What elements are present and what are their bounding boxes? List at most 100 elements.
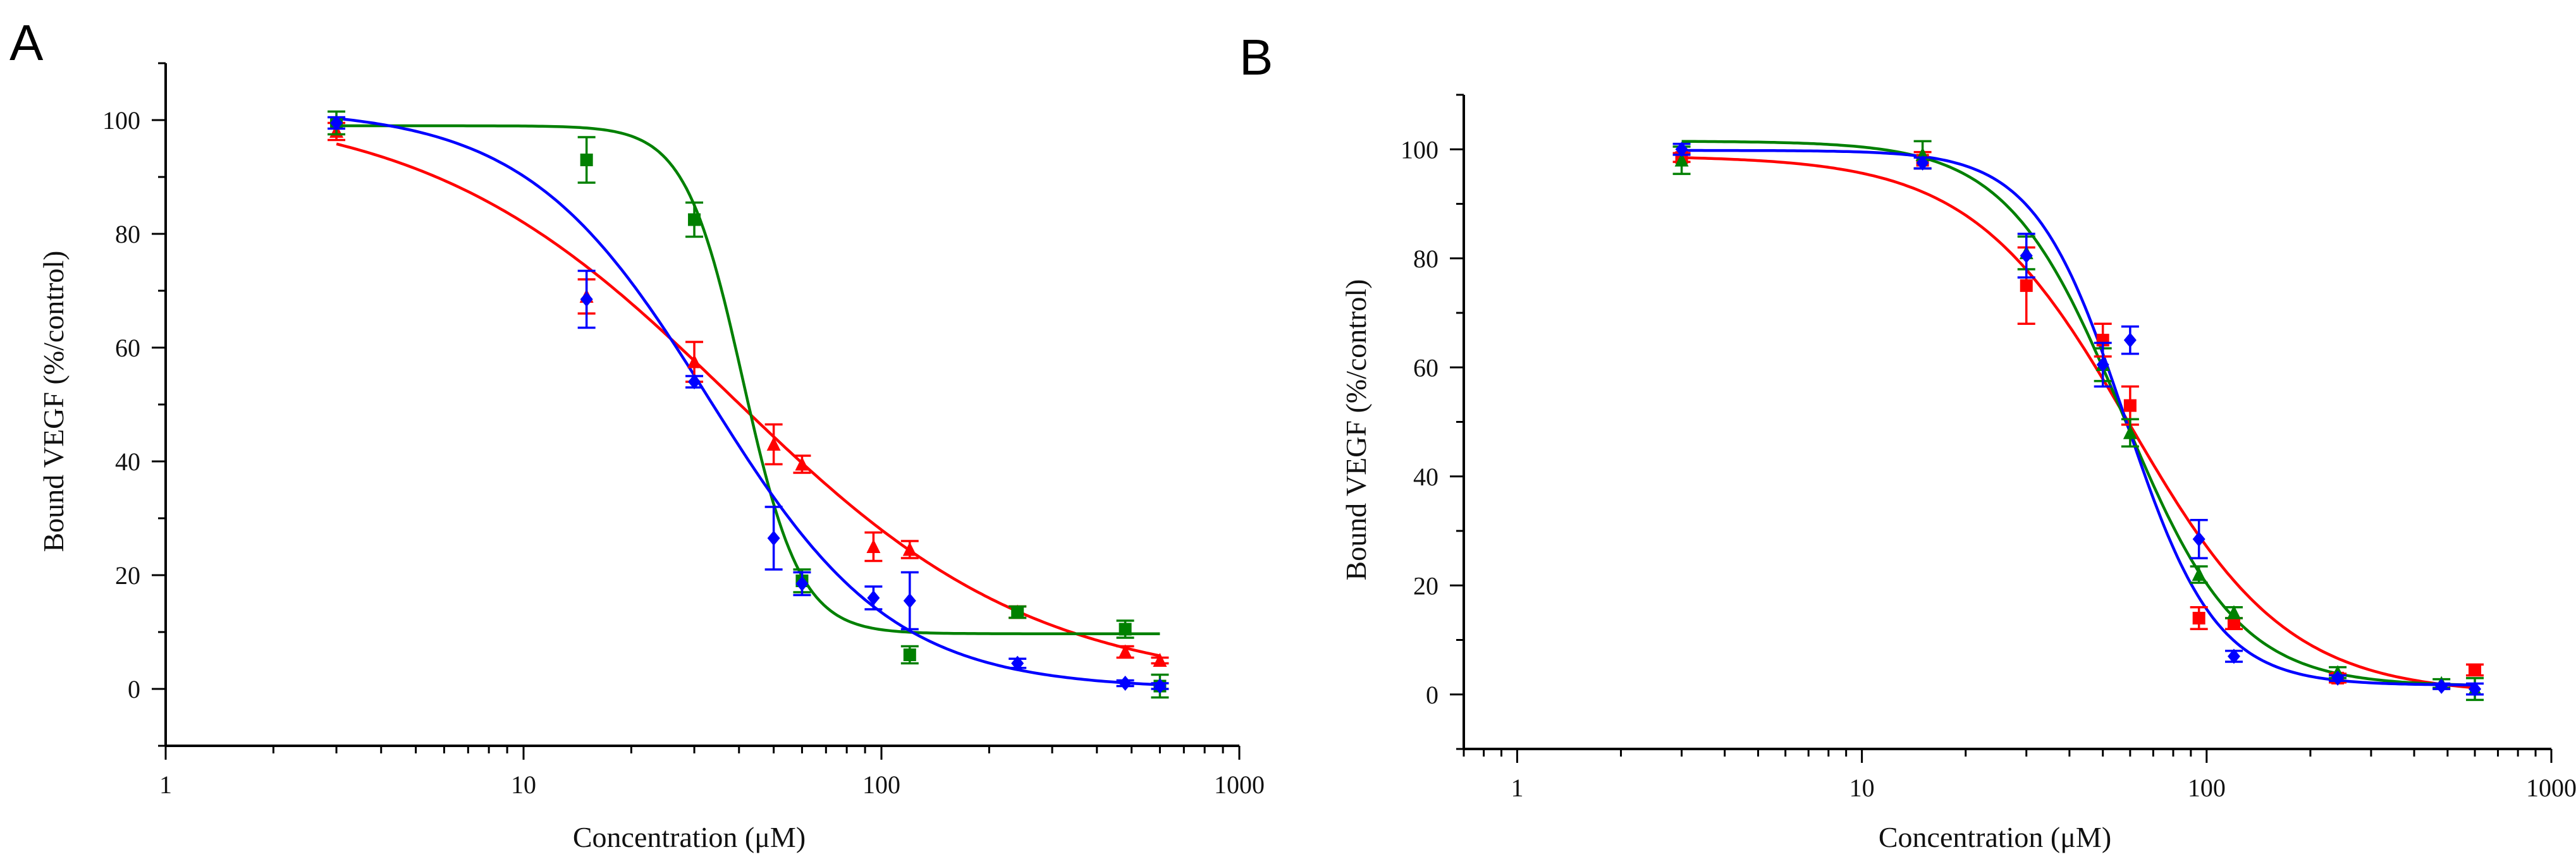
data-point-blue (864, 585, 883, 611)
data-point-blue (2017, 233, 2035, 279)
data-point-red (864, 531, 883, 563)
marker-diamond (767, 530, 780, 546)
marker-square (688, 213, 701, 226)
data-point-blue (2432, 678, 2451, 694)
data-point-green (1009, 605, 1027, 619)
y-tick-label: 80 (115, 220, 140, 248)
marker-diamond (580, 291, 593, 307)
marker-diamond (1011, 655, 1024, 671)
y-tick-label: 60 (115, 334, 140, 362)
marker-triangle (902, 542, 917, 556)
marker-diamond (2435, 678, 2448, 694)
data-point-blue (1116, 676, 1134, 691)
marker-triangle (2123, 425, 2137, 439)
data-point-red (793, 454, 811, 474)
panel-a-fit-curves (336, 117, 1160, 686)
fit-curve-green (1681, 140, 2475, 687)
marker-triangle (866, 539, 881, 553)
data-point-blue (577, 269, 596, 329)
fit-curve-red (1681, 156, 2475, 690)
panel-b-letter: B (1239, 29, 1273, 85)
data-point-blue (1009, 655, 1027, 671)
data-point-red (900, 540, 919, 559)
data-point-blue (2190, 519, 2208, 559)
marker-diamond (1916, 155, 1929, 171)
data-point-blue (2121, 325, 2139, 355)
y-tick-label: 20 (115, 561, 140, 590)
panel-a-axes: 0 20 40 60 80 100 1 10 100 1000 (102, 62, 1265, 799)
panel-b-axes: 0 20 40 60 80 100 1 10 100 1000 (1401, 94, 2576, 802)
y-tick-label: 40 (115, 447, 140, 476)
panel-b-x-axis-title: Concentration (μM) (1879, 821, 2111, 853)
marker-square (1011, 605, 1024, 619)
marker-diamond (2020, 248, 2033, 264)
y-tick-label: 60 (1413, 353, 1438, 382)
panel-a-x-axis-title: Concentration (μM) (573, 821, 806, 853)
panel-b-data-points (1672, 140, 2484, 702)
y-tick-label: 20 (1413, 571, 1438, 600)
data-point-blue (900, 571, 919, 631)
fit-curve-green (336, 124, 1160, 635)
x-tick-label: 100 (862, 770, 900, 799)
y-tick-label: 80 (1413, 245, 1438, 273)
x-tick-label: 1 (159, 770, 172, 799)
marker-triangle (687, 354, 702, 368)
x-tick-label: 1 (1511, 774, 1523, 802)
marker-square (903, 648, 916, 661)
x-tick-label: 1000 (1214, 770, 1265, 799)
y-tick-label: 0 (1426, 681, 1438, 709)
data-point-blue (2094, 341, 2112, 388)
y-tick-label: 100 (1401, 135, 1438, 164)
marker-diamond (867, 590, 880, 605)
panel-b-fit-curves (1681, 140, 2475, 690)
data-point-green (2224, 605, 2243, 619)
marker-diamond (795, 576, 809, 592)
data-point-green (685, 201, 704, 238)
marker-triangle (766, 437, 781, 451)
data-point-red (2466, 663, 2484, 677)
marker-square (2192, 612, 2205, 624)
panel-a-y-axis-title: Bound VEGF (%/control) (37, 250, 70, 552)
data-point-blue (1151, 678, 1169, 694)
marker-triangle (1118, 644, 1132, 659)
marker-triangle (1153, 653, 1167, 667)
data-point-red (1116, 644, 1134, 659)
marker-diamond (1675, 142, 1688, 157)
marker-diamond (688, 374, 701, 389)
y-tick-label: 0 (128, 675, 140, 703)
y-tick-label: 100 (102, 106, 140, 135)
marker-diamond (1153, 678, 1167, 694)
marker-square (2123, 399, 2137, 412)
panel-a-data-points (328, 110, 1169, 699)
data-point-blue (2224, 648, 2243, 664)
marker-diamond (2192, 531, 2205, 547)
data-point-blue (1672, 142, 1691, 157)
x-tick-label: 10 (511, 770, 536, 799)
marker-diamond (2096, 356, 2109, 372)
marker-diamond (330, 115, 343, 131)
marker-triangle (2192, 567, 2206, 581)
data-point-blue (328, 115, 346, 131)
x-tick-label: 10 (1849, 774, 1875, 802)
data-point-blue (2329, 670, 2347, 686)
marker-square (2227, 617, 2240, 630)
panel-a: A 0 20 40 60 80 100 1 10 100 1000 Concentration (… (9, 15, 1265, 853)
marker-triangle (795, 456, 809, 471)
data-point-blue (764, 506, 783, 571)
marker-diamond (903, 593, 916, 609)
data-point-blue (1913, 155, 1932, 171)
marker-square (2020, 279, 2033, 292)
fit-curve-blue (1681, 149, 2475, 686)
data-point-blue (685, 374, 704, 389)
panel-b-y-axis-title: Bound VEGF (%/control) (1340, 279, 1372, 580)
x-tick-label: 100 (2188, 774, 2226, 802)
data-point-green (2121, 418, 2139, 448)
x-tick-label: 1000 (2526, 774, 2576, 802)
data-point-red (1151, 653, 1169, 667)
marker-triangle (1674, 152, 1689, 167)
panel-a-letter: A (9, 15, 44, 71)
marker-square (580, 154, 593, 166)
data-point-green (1116, 619, 1134, 639)
data-point-red (764, 423, 783, 466)
